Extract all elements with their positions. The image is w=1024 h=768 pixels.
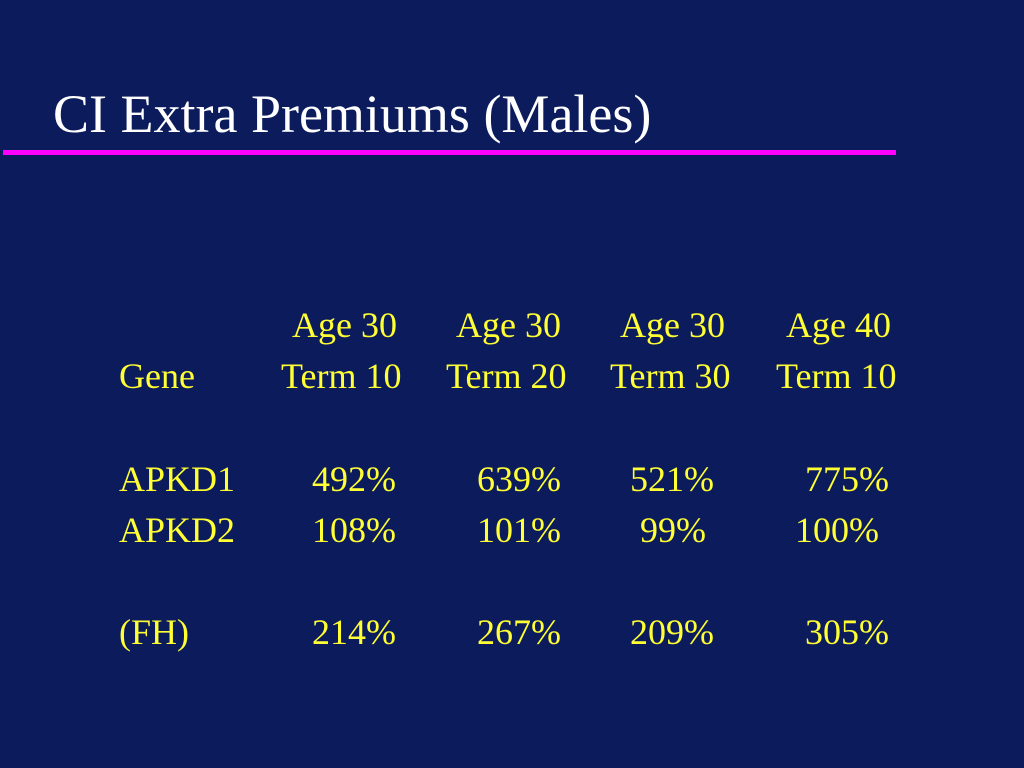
header-age-4: Age 40 xyxy=(786,305,891,345)
header-term-2: Term 20 xyxy=(446,356,567,396)
row-gene: APKD1 xyxy=(119,459,236,499)
header-term-4: Term 10 xyxy=(776,356,897,396)
row-value: 267% xyxy=(477,612,561,652)
header-term-3: Term 30 xyxy=(610,356,731,396)
row-gene: (FH) xyxy=(119,612,189,652)
header-term-1: Term 10 xyxy=(281,356,402,396)
row-value: 101% xyxy=(477,510,561,550)
row-value: 305% xyxy=(805,612,889,652)
header-age-2: Age 30 xyxy=(456,305,561,345)
row-value: 209% xyxy=(630,612,714,652)
row-value: 214% xyxy=(312,612,396,652)
row-value: 99% xyxy=(640,510,706,550)
header-age-1: Age 30 xyxy=(292,305,397,345)
slide-title: CI Extra Premiums (Males) xyxy=(53,84,652,144)
row-gene: APKD2 xyxy=(119,510,236,550)
header-age-3: Age 30 xyxy=(620,305,725,345)
row-value: 108% xyxy=(312,510,396,550)
row-value: 639% xyxy=(477,459,561,499)
title-underline xyxy=(3,150,896,155)
header-gene: Gene xyxy=(119,356,195,396)
row-value: 100% xyxy=(795,510,879,550)
row-value: 492% xyxy=(312,459,396,499)
row-value: 775% xyxy=(805,459,889,499)
row-value: 521% xyxy=(630,459,714,499)
